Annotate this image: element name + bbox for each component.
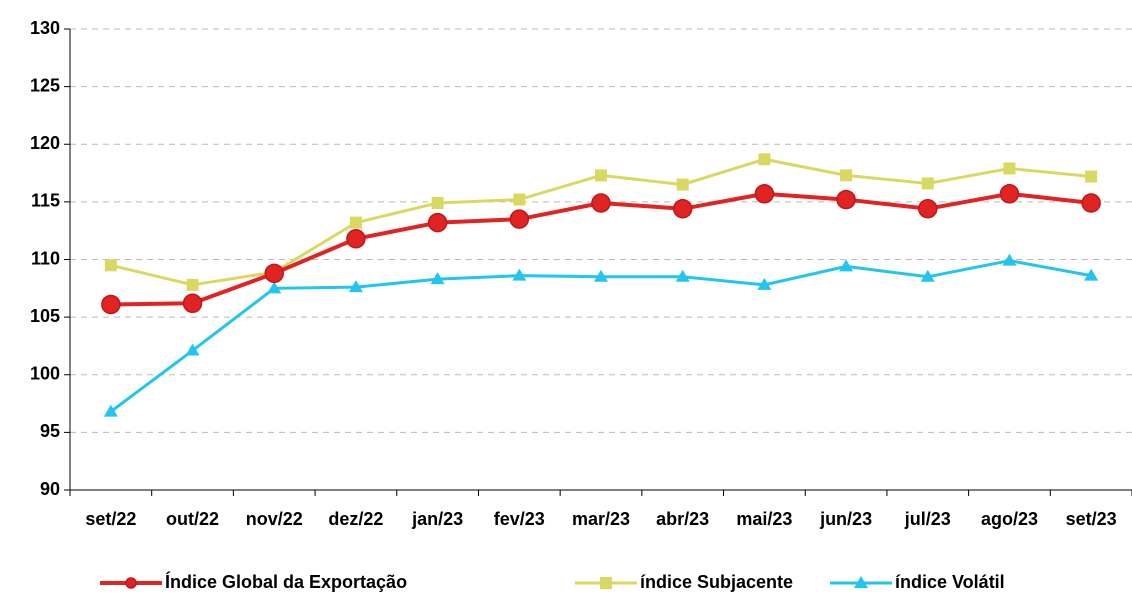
marker — [512, 268, 527, 281]
x-tick-label: set/23 — [1066, 509, 1117, 529]
marker — [672, 199, 693, 219]
marker — [591, 193, 611, 213]
marker — [676, 178, 689, 191]
marker — [675, 269, 690, 282]
marker — [101, 294, 121, 315]
x-tick-label: out/22 — [166, 509, 219, 529]
marker — [754, 184, 775, 204]
marker — [1084, 268, 1099, 281]
legend-label: índice Subjacente — [640, 572, 793, 592]
y-tick-label: 110 — [31, 248, 60, 268]
x-tick-label: mai/23 — [736, 509, 792, 529]
marker — [921, 177, 934, 190]
marker — [918, 199, 938, 219]
marker — [757, 277, 772, 290]
marker — [346, 229, 366, 249]
y-tick-label: 120 — [30, 133, 60, 153]
marker — [840, 169, 853, 182]
marker — [186, 278, 199, 291]
marker — [1085, 170, 1098, 183]
legend-marker — [125, 577, 137, 589]
x-tick-label: ago/23 — [981, 509, 1038, 529]
legend-label: Índice Global da Exportação — [165, 571, 407, 592]
legend-marker — [854, 576, 868, 588]
x-tick-label: jul/23 — [904, 509, 951, 529]
marker — [430, 272, 445, 285]
x-tick-label: jan/23 — [411, 509, 463, 529]
y-tick-label: 125 — [30, 75, 60, 95]
marker — [513, 193, 526, 206]
x-tick-label: mar/23 — [572, 509, 630, 529]
marker — [509, 209, 530, 229]
marker — [264, 263, 284, 284]
marker — [185, 343, 200, 356]
x-tick-label: fev/23 — [494, 509, 545, 529]
marker — [103, 404, 118, 417]
x-tick-label: set/22 — [85, 509, 136, 529]
y-tick-label: 90 — [40, 479, 60, 499]
marker — [836, 189, 856, 210]
x-tick-label: dez/22 — [328, 509, 383, 529]
marker — [920, 269, 935, 282]
y-tick-label: 105 — [30, 306, 60, 326]
marker — [348, 280, 363, 293]
marker — [427, 212, 448, 233]
marker — [839, 259, 854, 272]
marker — [182, 293, 203, 314]
marker — [594, 269, 608, 282]
marker — [431, 197, 444, 210]
y-tick-label: 95 — [40, 421, 60, 441]
y-tick-label: 100 — [30, 364, 60, 384]
y-tick-label: 130 — [30, 18, 60, 38]
marker — [349, 216, 362, 229]
marker — [104, 259, 117, 272]
legend-marker — [600, 577, 612, 589]
marker — [595, 169, 607, 182]
marker — [999, 184, 1020, 204]
x-tick-label: jun/23 — [819, 509, 872, 529]
marker — [1081, 193, 1101, 213]
x-tick-label: nov/22 — [246, 509, 303, 529]
legend-label: índice Volátil — [895, 572, 1005, 592]
x-tick-label: abr/23 — [656, 509, 709, 529]
marker — [1003, 162, 1016, 175]
marker — [267, 281, 282, 294]
series-line — [109, 259, 1092, 413]
marker — [1002, 253, 1017, 266]
y-tick-label: 115 — [31, 191, 60, 211]
marker — [758, 153, 771, 166]
